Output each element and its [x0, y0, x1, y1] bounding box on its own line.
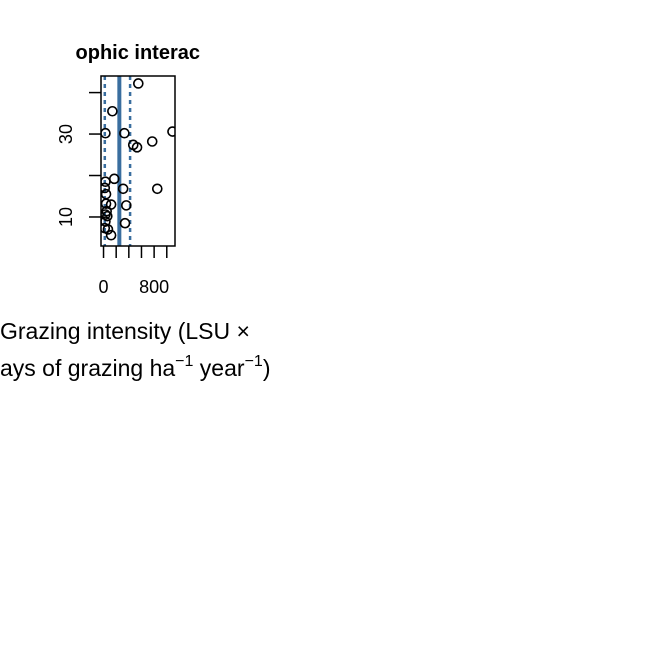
data-point-7	[131, 142, 143, 153]
data-point-9	[108, 173, 120, 185]
data-point-24	[105, 229, 117, 241]
x-axis-label-line1: Grazing intensity (LSU ×	[0, 318, 250, 344]
data-point-10	[101, 182, 111, 194]
data-point-11	[117, 183, 129, 195]
data-point-3	[119, 127, 130, 139]
chart-title: ophic interac	[76, 42, 200, 64]
data-point-23	[102, 224, 114, 235]
data-point-4	[167, 126, 175, 137]
data-point-0	[133, 78, 144, 89]
x-tick-label-1: 800	[139, 277, 169, 297]
x-tick-label-0: 0	[99, 277, 109, 297]
data-point-18	[101, 209, 111, 220]
x-axis-label-line2: ays of grazing ha−1 year−1)	[0, 353, 270, 381]
y-tick-label-0: 10	[56, 207, 76, 227]
data-point-13	[101, 188, 112, 200]
data-point-16	[120, 200, 132, 211]
axes: 0 800 10 30	[56, 91, 169, 297]
data-point-1	[107, 105, 118, 117]
data-point-2	[101, 127, 111, 139]
data-point-12	[151, 183, 163, 195]
data-point-5	[146, 136, 158, 147]
y-tick-label-1: 30	[56, 124, 76, 144]
data-point-19	[102, 210, 113, 222]
data-point-21	[119, 217, 131, 229]
plot-content	[101, 76, 175, 246]
plot-frame	[100, 75, 176, 247]
